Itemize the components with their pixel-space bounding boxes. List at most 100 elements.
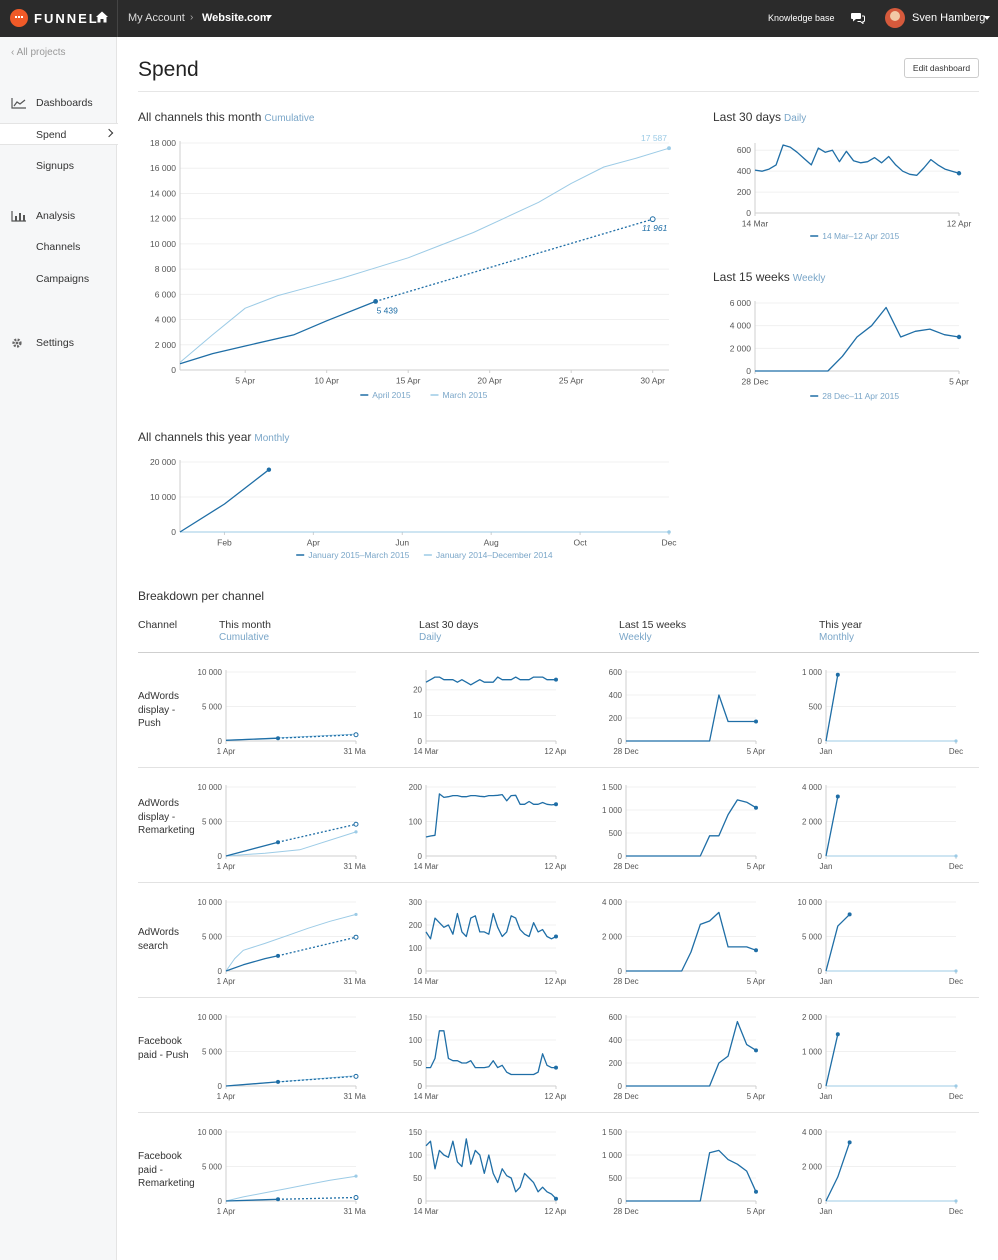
y-tick-label: 0 [818, 1197, 823, 1206]
data-point [554, 1065, 558, 1070]
column-sub: Monthly [819, 632, 855, 643]
chart-title-month: All channels this month Cumulative [138, 110, 314, 124]
data-point [276, 953, 280, 958]
sidebar-item-campaigns[interactable]: Campaigns [0, 268, 117, 290]
x-tick-label: 28 Dec [613, 747, 638, 756]
breadcrumb-account[interactable]: My Account [128, 12, 185, 24]
mini-chart-row0-col0: 0 5 000 10 000 1 Apr 31 Mar [198, 668, 366, 756]
mini-chart-row1-col0: 0 5 000 10 000 1 Apr 31 Mar [198, 783, 366, 871]
sidebar-item-analysis[interactable]: Analysis [0, 205, 117, 227]
y-tick-label: 100 [409, 1151, 423, 1160]
mini-chart-row3-col3: 0 1 000 2 000 Jan Dec [802, 1013, 963, 1101]
data-point [954, 854, 958, 858]
chart-30days: 0 200 400 600 14 Mar 12 Apr 14 Mar–12 Apr 2015 [737, 143, 971, 241]
x-tick-label: Aug [484, 538, 499, 548]
x-tick-label: 5 Apr [747, 1207, 766, 1216]
x-tick-label: Jan [820, 977, 833, 986]
y-tick-label: 4 000 [602, 898, 623, 907]
data-point [754, 1048, 758, 1053]
home-icon[interactable] [95, 10, 109, 24]
sidebar-item-spend[interactable]: Spend [0, 123, 118, 145]
y-tick-label: 6 000 [730, 298, 752, 308]
y-tick-label: 5 000 [202, 932, 223, 941]
sidebar-item-signups[interactable]: Signups [0, 155, 117, 177]
sidebar-item-label: Campaigns [36, 273, 90, 285]
back-chevron-icon: ‹ [11, 47, 17, 58]
data-point [354, 830, 358, 834]
legend-label: 14 Mar–12 Apr 2015 [822, 231, 899, 241]
y-tick-label: 0 [618, 737, 623, 746]
series-line [426, 1030, 556, 1076]
column-sub: Cumulative [219, 632, 270, 643]
y-tick-label: 10 000 [198, 1128, 223, 1137]
y-tick-label: 0 [171, 527, 176, 537]
series-line [755, 306, 960, 372]
data-point [353, 1073, 359, 1079]
y-tick-label: 0 [618, 852, 623, 861]
mini-chart-row2-col1: 0 100 200 300 14 Mar 12 Apr [409, 898, 566, 986]
x-tick-label: 15 Apr [396, 376, 421, 386]
y-tick-label: 0 [418, 737, 423, 746]
sidebar-item-dashboards[interactable]: Dashboards [0, 92, 117, 114]
sidebar-item-label: Spend [36, 129, 67, 141]
channel-name: AdWords display - Remarketing [138, 798, 195, 836]
x-tick-label: Jan [820, 747, 833, 756]
mini-chart-row1-col3: 0 2 000 4 000 Jan Dec [802, 783, 963, 871]
data-point [276, 736, 280, 741]
line-chart-icon [11, 98, 26, 109]
y-tick-label: 600 [609, 668, 623, 677]
y-tick-label: 5 000 [202, 1162, 223, 1171]
breadcrumb-site[interactable]: Website.com [202, 12, 270, 24]
knowledge-base-link[interactable]: Knowledge base [768, 13, 835, 23]
data-point [954, 739, 958, 743]
sidebar-item-channels[interactable]: Channels [0, 236, 117, 258]
x-tick-label: 5 Apr [747, 1092, 766, 1101]
series-line [754, 144, 960, 176]
sidebar-item-label: Signups [36, 160, 74, 172]
user-name[interactable]: Sven Hamberg [912, 12, 986, 24]
funnel-logo[interactable]: FUNNEL [10, 9, 99, 27]
site-dropdown-caret-icon[interactable] [266, 15, 272, 19]
y-tick-label: 8 000 [155, 264, 177, 274]
y-tick-label: 10 000 [798, 898, 823, 907]
data-point [954, 969, 958, 973]
y-tick-label: 50 [413, 1059, 422, 1068]
x-tick-label: 5 Apr [747, 977, 766, 986]
chat-icon[interactable] [851, 12, 865, 24]
y-tick-label: 0 [171, 365, 176, 375]
row-divider [138, 882, 979, 883]
data-label: 5 439 [377, 305, 399, 315]
y-tick-label: 12 000 [150, 214, 176, 224]
x-tick-label: 14 Mar [414, 1207, 439, 1216]
series-line [425, 912, 557, 940]
y-tick-label: 0 [218, 967, 223, 976]
data-point [667, 146, 671, 151]
data-point [554, 934, 558, 939]
data-point [554, 1196, 558, 1201]
y-tick-label: 1 000 [602, 806, 623, 815]
series-line [425, 676, 556, 686]
user-dropdown-caret-icon[interactable] [984, 16, 990, 20]
legend-label: April 2015 [372, 390, 411, 400]
series-line [626, 799, 757, 857]
legend-label: March 2015 [443, 390, 488, 400]
data-point [847, 1140, 852, 1145]
data-point [954, 1084, 958, 1088]
sidebar-item-settings[interactable]: Settings [0, 332, 117, 354]
y-tick-label: 500 [609, 1174, 623, 1183]
data-point [754, 1189, 758, 1194]
series-line [626, 911, 757, 972]
user-avatar[interactable] [885, 8, 905, 28]
y-tick-label: 50 [413, 1174, 422, 1183]
all-projects-link[interactable]: ‹ All projects [11, 47, 65, 58]
x-tick-label: Dec [949, 1207, 963, 1216]
y-tick-label: 1 000 [802, 668, 823, 677]
data-point [276, 840, 280, 845]
x-tick-label: 20 Apr [477, 376, 502, 386]
y-tick-label: 0 [746, 366, 751, 376]
x-tick-label: 31 Mar [344, 1207, 366, 1216]
x-tick-label: 14 Mar [414, 862, 439, 871]
mini-chart-row1-col1: 0 100 200 14 Mar 12 Apr [409, 783, 566, 871]
chart-subtitle: Weekly [792, 273, 826, 284]
edit-dashboard-button[interactable]: Edit dashboard [904, 58, 979, 78]
